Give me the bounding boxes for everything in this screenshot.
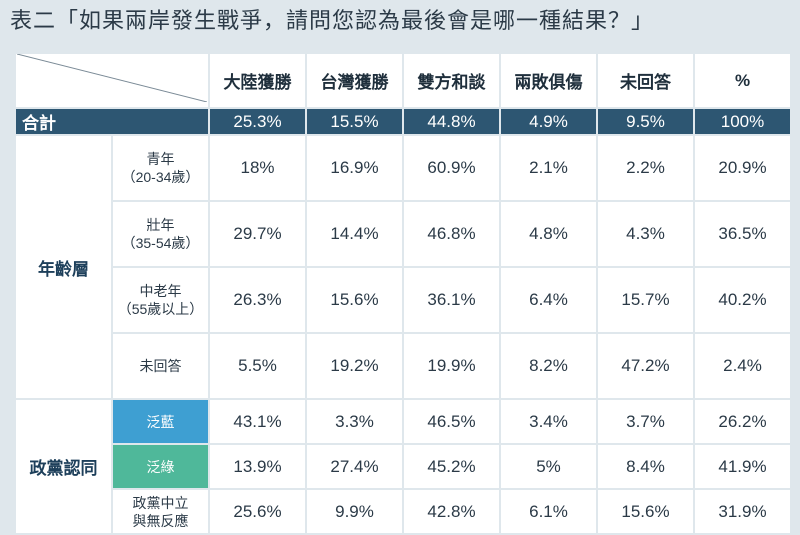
cell-value: 2.1% xyxy=(501,136,596,200)
cell-value: 26.3% xyxy=(210,268,305,332)
column-header: 台灣獲勝 xyxy=(307,54,402,107)
row-label-line1: 政黨中立 xyxy=(132,494,189,511)
row-label-line2: 與無反應 xyxy=(132,512,189,529)
cell-value: 5.5% xyxy=(210,334,305,398)
header-row: 大陸獲勝 台灣獲勝 雙方和談 兩敗俱傷 未回答 % xyxy=(16,54,790,107)
total-value: 44.8% xyxy=(404,109,499,134)
column-header: % xyxy=(695,54,790,107)
table-row: 年齡層 青年 （20-34歲） 18% 16.9% 60.9% 2.1% 2.2… xyxy=(16,136,790,398)
cell-value: 16.9% xyxy=(307,136,402,200)
row-label-line1: 中老年 xyxy=(139,283,182,299)
group-label-party: 政黨認同 xyxy=(16,400,111,533)
row-label: 政黨中立 與無反應 xyxy=(113,490,208,533)
cell-value: 19.2% xyxy=(307,334,402,398)
total-row: 合計 25.3% 15.5% 44.8% 4.9% 9.5% 100% xyxy=(16,109,790,134)
cell-value: 9.9% xyxy=(307,490,402,533)
cell-value: 4.8% xyxy=(501,202,596,266)
total-value: 9.5% xyxy=(598,109,693,134)
corner-cell xyxy=(16,54,208,107)
cell-value: 8.2% xyxy=(501,334,596,398)
cell-value: 6.1% xyxy=(501,490,596,533)
cell-value: 36.5% xyxy=(695,202,790,266)
cell-value: 6.4% xyxy=(501,268,596,332)
cell-value: 15.6% xyxy=(598,490,693,533)
cell-value: 25.6% xyxy=(210,490,305,533)
cell-value: 2.4% xyxy=(695,334,790,398)
cell-value: 43.1% xyxy=(210,400,305,443)
row-label-line1: 青年 xyxy=(146,151,175,167)
table-row: 泛綠 13.9% 27.4% 45.2% 5% 8.4% 41.9% xyxy=(16,445,790,488)
cell-value: 46.8% xyxy=(404,202,499,266)
cell-value: 26.2% xyxy=(695,400,790,443)
row-label-pan-blue: 泛藍 xyxy=(113,400,208,443)
row-label-line2: （35-54歲） xyxy=(121,235,200,251)
column-header: 未回答 xyxy=(598,54,693,107)
cell-value: 31.9% xyxy=(695,490,790,533)
cell-value: 14.4% xyxy=(307,202,402,266)
cell-value: 27.4% xyxy=(307,445,402,488)
cell-value: 3.3% xyxy=(307,400,402,443)
row-label-line2: （55歲以上） xyxy=(117,301,204,317)
cell-value: 36.1% xyxy=(404,268,499,332)
cell-value: 29.7% xyxy=(210,202,305,266)
cell-value: 5% xyxy=(501,445,596,488)
table-row: 中老年 （55歲以上） 26.3% 15.6% 36.1% 6.4% 15.7%… xyxy=(16,268,790,332)
row-label-line2: （20-34歲） xyxy=(121,169,200,185)
cell-value: 60.9% xyxy=(404,136,499,200)
survey-table: 大陸獲勝 台灣獲勝 雙方和談 兩敗俱傷 未回答 % 合計 25.3% 15.5%… xyxy=(14,52,792,535)
column-header: 兩敗俱傷 xyxy=(501,54,596,107)
cell-value: 15.7% xyxy=(598,268,693,332)
row-label-line1: 泛藍 xyxy=(146,413,175,430)
cell-value: 20.9% xyxy=(695,136,790,200)
cell-value: 13.9% xyxy=(210,445,305,488)
cell-value: 41.9% xyxy=(695,445,790,488)
total-value: 100% xyxy=(695,109,790,134)
column-header: 大陸獲勝 xyxy=(210,54,305,107)
total-value: 4.9% xyxy=(501,109,596,134)
cell-value: 45.2% xyxy=(404,445,499,488)
table-row: 政黨中立 與無反應 25.6% 9.9% 42.8% 6.1% 15.6% 31… xyxy=(16,490,790,533)
table-row: 政黨認同 泛藍 43.1% 3.3% 46.5% 3.4% 3.7% 26.2% xyxy=(16,400,790,533)
row-label: 壯年 （35-54歲） xyxy=(113,202,208,266)
column-header: 雙方和談 xyxy=(404,54,499,107)
row-label-line1: 未回答 xyxy=(139,358,182,374)
row-label-line1: 泛綠 xyxy=(146,458,175,475)
cell-value: 19.9% xyxy=(404,334,499,398)
cell-value: 46.5% xyxy=(404,400,499,443)
cell-value: 18% xyxy=(210,136,305,200)
cell-value: 15.6% xyxy=(307,268,402,332)
row-label: 青年 （20-34歲） xyxy=(113,136,208,200)
cell-value: 4.3% xyxy=(598,202,693,266)
total-value: 15.5% xyxy=(307,109,402,134)
diagonal-divider xyxy=(16,54,208,103)
cell-value: 40.2% xyxy=(695,268,790,332)
table-row: 壯年 （35-54歲） 29.7% 14.4% 46.8% 4.8% 4.3% … xyxy=(16,202,790,266)
cell-value: 42.8% xyxy=(404,490,499,533)
row-label-pan-green: 泛綠 xyxy=(113,445,208,488)
cell-value: 47.2% xyxy=(598,334,693,398)
cell-value: 3.7% xyxy=(598,400,693,443)
cell-value: 8.4% xyxy=(598,445,693,488)
cell-value: 3.4% xyxy=(501,400,596,443)
row-label-line1: 壯年 xyxy=(146,217,175,233)
total-value: 25.3% xyxy=(210,109,305,134)
table-row: 未回答 5.5% 19.2% 19.9% 8.2% 47.2% 2.4% xyxy=(16,334,790,398)
table-title: 表二「如果兩岸發生戰爭，請問您認為最後會是哪一種結果？」 xyxy=(10,9,655,34)
cell-value: 2.2% xyxy=(598,136,693,200)
total-label: 合計 xyxy=(16,109,208,134)
row-label: 未回答 xyxy=(113,334,208,398)
group-label-age: 年齡層 xyxy=(16,136,111,398)
row-label: 中老年 （55歲以上） xyxy=(113,268,208,332)
